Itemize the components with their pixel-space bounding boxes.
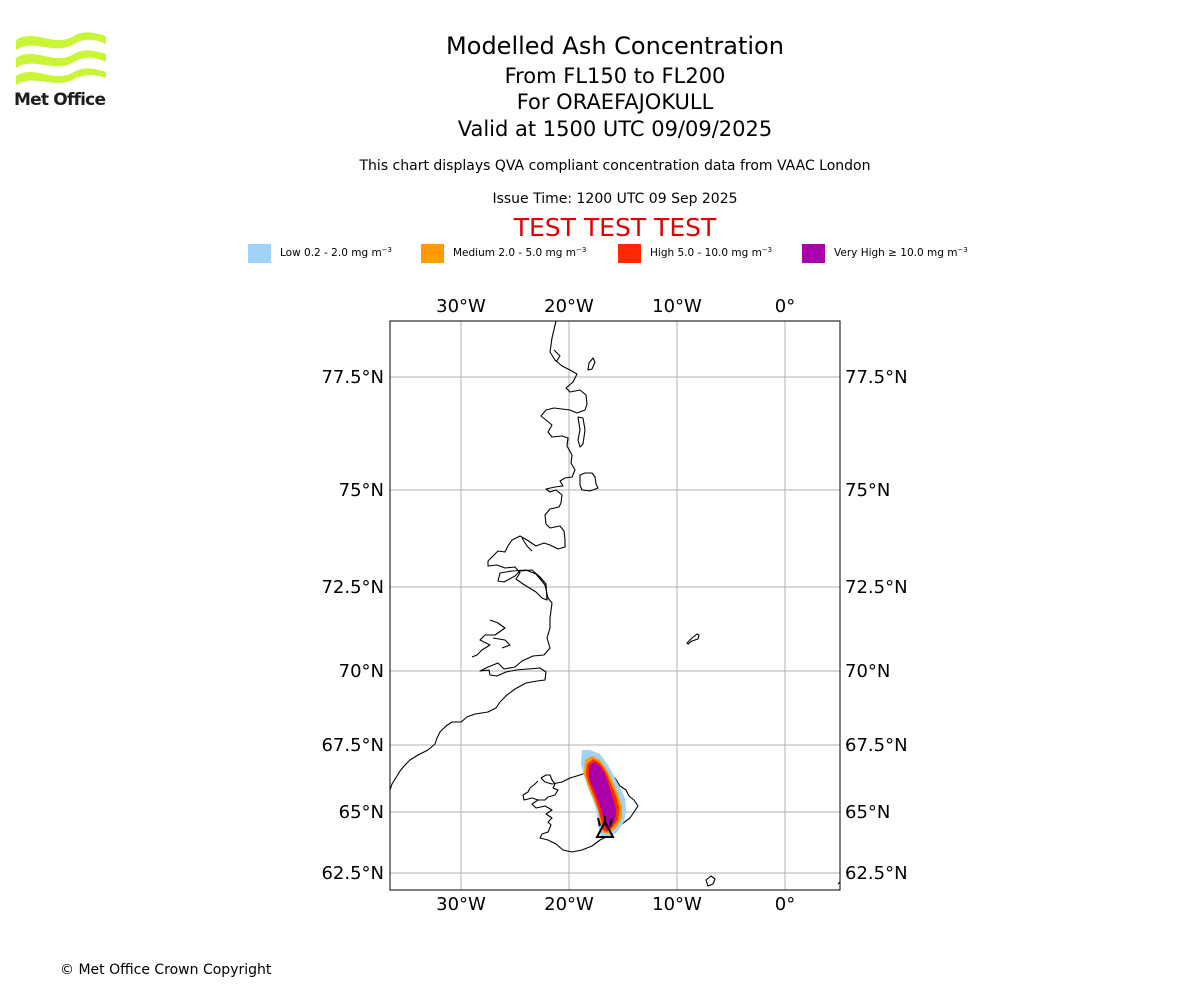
greenland-coast — [390, 321, 588, 791]
lat-label: 65°N — [339, 802, 384, 823]
flight-levels: From FL150 to FL200 — [504, 64, 726, 88]
legend-swatch-very-high — [802, 244, 825, 263]
lon-label: 30°W — [436, 296, 486, 317]
lon-label: 20°W — [544, 894, 594, 915]
lat-label: 72.5°N — [321, 577, 384, 598]
lat-labels-left: 77.5°N 75°N 72.5°N 70°N 67.5°N 65°N 62.5… — [321, 367, 384, 884]
chart-title: Modelled Ash Concentration — [446, 32, 784, 60]
lat-label: 62.5°N — [845, 863, 908, 884]
ash-plume — [581, 750, 626, 838]
met-office-waves-icon — [16, 32, 106, 85]
map-frame — [389, 320, 841, 891]
chart-description: This chart displays QVA compliant concen… — [359, 158, 871, 174]
lon-labels-top: 30°W 20°W 10°W 0° — [436, 296, 795, 317]
lat-label: 67.5°N — [845, 735, 908, 756]
lat-label: 72.5°N — [845, 577, 908, 598]
met-office-logo: Met Office — [14, 30, 110, 112]
legend-swatch-medium — [421, 244, 444, 263]
legend-label-medium: Medium 2.0 - 5.0 mg m−3 — [453, 246, 587, 259]
valid-time: Valid at 1500 UTC 09/09/2025 — [457, 117, 773, 141]
volcano-marker-icon — [595, 816, 615, 838]
lat-labels-right: 77.5°N 75°N 72.5°N 70°N 67.5°N 65°N 62.5… — [845, 367, 908, 884]
legend-swatch-high — [618, 244, 641, 263]
volcano-name: For ORAEFAJOKULL — [516, 90, 714, 114]
lon-labels-bottom: 30°W 20°W 10°W 0° — [436, 894, 795, 915]
lat-label: 62.5°N — [321, 863, 384, 884]
lat-label: 67.5°N — [321, 735, 384, 756]
lat-label: 75°N — [339, 480, 384, 501]
lat-label: 70°N — [845, 661, 890, 682]
legend-label-low: Low 0.2 - 2.0 mg m−3 — [280, 246, 393, 259]
lon-label: 10°W — [652, 894, 702, 915]
lat-label: 65°N — [845, 802, 890, 823]
issue-time: Issue Time: 1200 UTC 09 Sep 2025 — [492, 191, 738, 207]
lon-label: 0° — [775, 894, 795, 915]
lat-label: 75°N — [845, 480, 890, 501]
copyright: © Met Office Crown Copyright — [60, 962, 272, 978]
lon-label: 30°W — [436, 894, 486, 915]
legend-swatch-low — [248, 244, 271, 263]
legend: Low 0.2 - 2.0 mg m−3 Medium 2.0 - 5.0 mg… — [0, 244, 1200, 264]
logo-text: Met Office — [14, 90, 106, 110]
lon-label: 0° — [775, 296, 795, 317]
lat-label: 77.5°N — [321, 367, 384, 388]
ash-very-high — [589, 762, 616, 830]
legend-label-high: High 5.0 - 10.0 mg m−3 — [650, 246, 773, 259]
lat-label: 70°N — [339, 661, 384, 682]
test-banner: TEST TEST TEST — [513, 213, 717, 242]
lat-label: 77.5°N — [845, 367, 908, 388]
legend-label-very-high: Very High ≥ 10.0 mg m−3 — [834, 246, 968, 259]
jan-mayen-coast — [686, 633, 700, 645]
lon-label: 10°W — [652, 296, 702, 317]
gridlines — [390, 321, 840, 890]
lon-label: 20°W — [544, 296, 594, 317]
